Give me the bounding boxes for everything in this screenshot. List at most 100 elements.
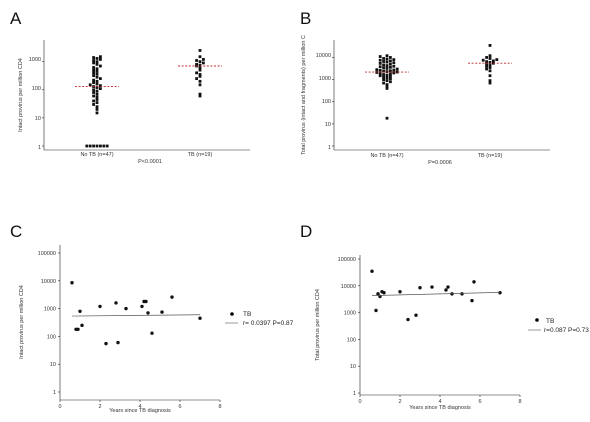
panel-b-data-point xyxy=(481,58,485,62)
panel-a-data-point xyxy=(105,144,109,148)
panel-b-data-point xyxy=(378,72,382,75)
panel-b-ylabel: Total provirus (intact and fragments) pe… xyxy=(301,35,307,155)
panel-c-xtick-label: 4 xyxy=(138,404,141,410)
panel-b-data-point xyxy=(392,61,396,65)
panel-c-legend-marker xyxy=(230,312,234,316)
panel-a-pvalue: P<0.0001 xyxy=(138,159,162,165)
panel-c-data-point xyxy=(198,316,202,320)
panel-c-data-point xyxy=(78,309,82,313)
panel-d-fit-line xyxy=(371,291,501,296)
panel-b-ytick: 100 xyxy=(322,99,331,105)
panel-a-data-point xyxy=(92,71,95,75)
panel-c-ylabel: Intact provirus per million CD4 xyxy=(19,285,25,359)
panel-c-legend-stats: r= 0.0397 P=0.87 xyxy=(243,320,294,327)
panel-c-data-point xyxy=(170,295,174,299)
panel-b-data-point xyxy=(382,81,385,85)
panel-d-ytick-label: 10000 xyxy=(341,284,356,290)
panel-b-data-point xyxy=(385,54,389,58)
panel-a-data-point xyxy=(95,67,99,71)
panel-b-data-point xyxy=(385,67,389,70)
panel-a-data-point xyxy=(198,74,202,78)
panel-b-data-point xyxy=(378,58,382,62)
panel-c-data-point xyxy=(160,310,164,314)
panel-a-data-point xyxy=(95,105,99,109)
panel-letter-b: B xyxy=(300,9,311,28)
panel-a-data-point xyxy=(195,59,198,62)
panel-c-data-point xyxy=(146,311,150,315)
panel-d-data-point xyxy=(444,288,448,292)
panel-a-data-point xyxy=(95,72,99,76)
panel-c-xtick-label: 6 xyxy=(178,404,181,410)
panel-c-ytick-label: 100000 xyxy=(38,251,56,257)
panel-b-data-point xyxy=(389,69,392,73)
panel-d-data-point xyxy=(472,280,476,284)
panel-letter-d: D xyxy=(300,222,312,241)
panel-d-data-point xyxy=(376,292,380,296)
panel-b-data-point xyxy=(395,67,399,71)
panel-a-data-point xyxy=(99,84,102,88)
panel-d-xtick-label: 8 xyxy=(518,399,521,405)
panel-b-ytick: 1 xyxy=(328,145,331,151)
panel-c-data-point xyxy=(144,299,148,304)
panel-b-data-point xyxy=(382,63,385,67)
panel-b-data-point xyxy=(385,84,389,88)
panel-c-xtick-label: 2 xyxy=(98,404,101,410)
panel-a-data-point xyxy=(198,63,202,67)
panel-d-xlabel: Years since TB diagnosis xyxy=(409,405,471,411)
panel-a-data-point xyxy=(88,83,92,87)
panel-b-data-point xyxy=(485,62,488,66)
panel-a-data-point xyxy=(99,58,102,61)
panel-a-data-point xyxy=(92,91,95,94)
panel-b-data-point xyxy=(389,59,392,63)
panel-b: Total provirus (intact and fragments) pe… xyxy=(301,35,550,166)
panel-c-data-point xyxy=(104,341,108,346)
panel-b-data-point xyxy=(385,79,389,83)
panel-a-data-point xyxy=(95,101,99,104)
panel-d-data-point xyxy=(374,308,378,313)
panel-b-data-point xyxy=(392,58,396,62)
panel-c-data-point xyxy=(124,306,128,311)
panel-a-data-point xyxy=(92,78,95,82)
panel-b-data-point xyxy=(392,71,396,75)
panel-a-data-point xyxy=(198,60,202,64)
panel-d-xtick-label: 0 xyxy=(358,399,361,405)
panel-d-legend-label: TB xyxy=(546,318,554,325)
panel-a-data-point xyxy=(92,61,95,65)
panel-b-data-point xyxy=(385,60,389,64)
panel-a-data-point xyxy=(92,81,95,84)
panel-a-data-point xyxy=(92,144,95,148)
panel-a-data-point xyxy=(92,74,95,77)
panel-b-data-point xyxy=(389,56,392,59)
panel-d-data-point xyxy=(398,290,402,294)
panel-a-data-point xyxy=(198,49,202,52)
panel-b-data-point xyxy=(492,59,495,63)
panel-a-data-point xyxy=(195,62,198,66)
panel-c-ticks: 1 10 100 1000 10000 100000 0 2 4 6 8 xyxy=(38,251,222,410)
panel-b-data-point xyxy=(488,57,492,60)
panel-c-data-point xyxy=(140,304,144,309)
panel-b-data-point xyxy=(378,61,382,65)
panel-c-ytick-label: 1 xyxy=(53,390,56,396)
panel-b-data-point xyxy=(382,73,385,76)
panel-b-xtick: No TB (n=47) xyxy=(370,153,403,159)
panel-c-ytick-label: 1000 xyxy=(44,307,56,313)
panel-a-data-point xyxy=(95,98,99,101)
panel-b-data-point xyxy=(488,81,492,85)
panel-d-marks xyxy=(370,269,502,322)
panel-c-ytick-label: 10 xyxy=(50,362,56,368)
panel-a-data-point xyxy=(198,73,202,76)
panel-b-ytick: 10 xyxy=(325,122,331,128)
panel-b-data-point xyxy=(485,64,488,68)
panel-a-ytick: 100 xyxy=(32,86,41,92)
panel-b-ytick: 10000 xyxy=(316,53,331,59)
panel-d-xtick-label: 4 xyxy=(438,399,441,405)
panel-b-data-point xyxy=(389,65,392,69)
panel-a-data-point xyxy=(198,94,202,98)
panel-b-data-point xyxy=(488,74,492,78)
panel-a-data-point xyxy=(99,77,102,80)
panel-c-marks xyxy=(70,281,202,346)
panel-d: Total provirus per million CD4 Years sin… xyxy=(315,255,589,411)
panel-a-data-point xyxy=(195,71,198,75)
panel-b-data-point xyxy=(378,65,382,69)
